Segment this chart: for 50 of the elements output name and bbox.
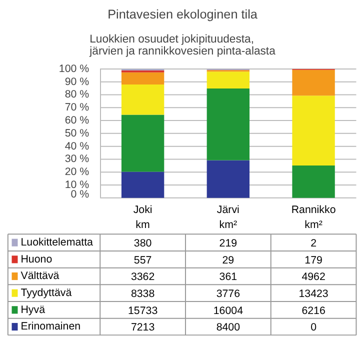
- bar: [121, 114, 164, 172]
- y-tick-label: 90 %: [64, 76, 90, 88]
- data-label: 8400: [216, 322, 240, 334]
- y-tick-label: 20 %: [64, 166, 90, 178]
- y-tick-label: 0 %: [70, 188, 90, 200]
- y-tick-label: 10 %: [64, 179, 90, 192]
- legend-label: Huono: [20, 253, 52, 266]
- y-tick-label: 70 %: [64, 102, 90, 114]
- category-label: Joki km: [133, 204, 152, 231]
- data-label: 380: [134, 238, 152, 250]
- bar: [121, 84, 164, 115]
- data-label: 3776: [216, 288, 240, 300]
- data-label: 13423: [298, 288, 328, 300]
- legend-label: Tyydyttävä: [20, 287, 72, 300]
- chart-title: Pintavesien ekologinen tila: [108, 8, 258, 22]
- data-label: 6216: [302, 304, 326, 317]
- data-label: 4962: [302, 271, 326, 284]
- data-label: 8338: [130, 288, 155, 300]
- data-label: 29: [222, 254, 234, 266]
- data-label: 557: [134, 254, 152, 266]
- legend-label: Erinomainen: [20, 320, 81, 333]
- bar: [292, 96, 335, 166]
- bar: [206, 72, 250, 89]
- y-tick-label: 50 %: [64, 127, 90, 140]
- chart-subtitle: Luokkien osuudet jokipituudesta, järvien ja rannikkovesien pinta-alasta: [88, 34, 276, 58]
- y-tick-label: 30 %: [64, 153, 90, 166]
- y-tick-label: 40 %: [64, 140, 90, 152]
- data-label: 3362: [130, 271, 155, 284]
- y-tick-label: 60 %: [64, 114, 90, 127]
- category-label: Rannikko km²: [291, 204, 336, 231]
- bar: [121, 172, 164, 198]
- legend-label: Luokittelematta: [20, 236, 94, 249]
- data-label: 15733: [128, 304, 158, 317]
- data-label: 7213: [130, 322, 155, 334]
- legend-label: Hyvä: [20, 304, 46, 316]
- y-tick-label: 80 %: [64, 88, 90, 101]
- data-label: 361: [219, 271, 238, 284]
- bar: [121, 72, 164, 85]
- bar: [292, 70, 335, 96]
- bar: [292, 166, 335, 198]
- data-label: 179: [304, 254, 323, 266]
- data-label: 0: [310, 322, 317, 334]
- data-label: 2: [310, 238, 317, 250]
- data-label: 16004: [213, 304, 244, 317]
- legend-label: Välttävä: [20, 270, 60, 282]
- bar: [206, 160, 250, 198]
- data-label: 219: [219, 238, 238, 250]
- category-label: Järvi km²: [216, 204, 240, 231]
- bar: [206, 88, 250, 160]
- y-tick-label: 100 %: [58, 62, 90, 75]
